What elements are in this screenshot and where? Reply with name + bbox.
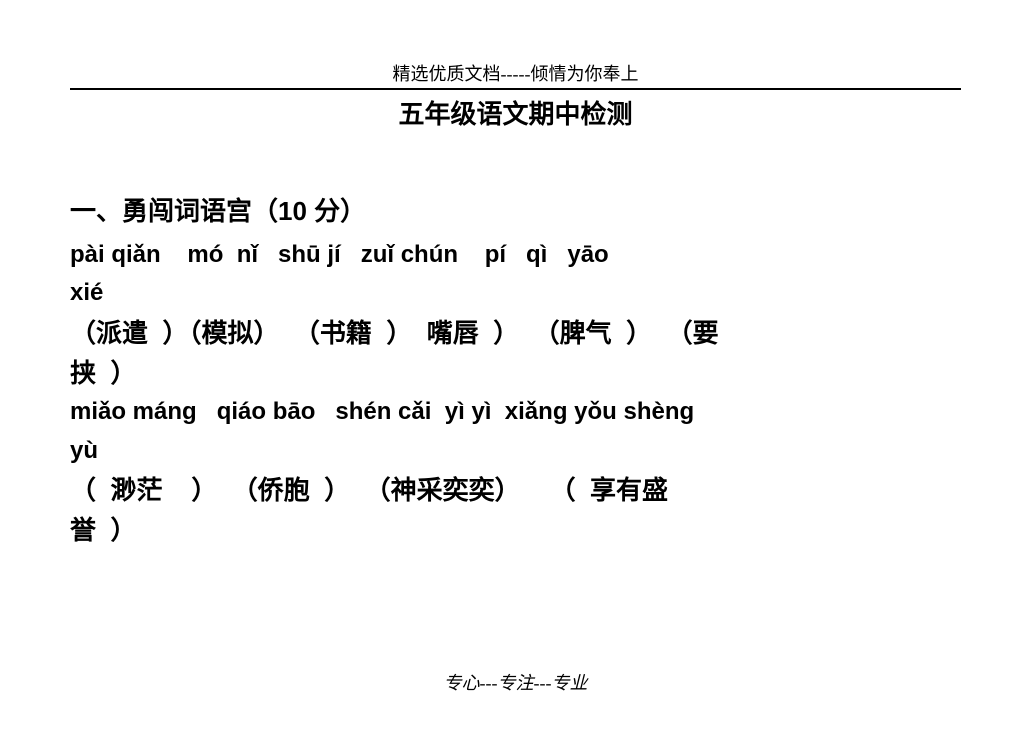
hanzi-row-2b: 誉 ）	[70, 510, 961, 550]
pinyin-row-2b: yù	[70, 432, 961, 470]
pinyin-row-2a: miǎo máng qiáo bāo shén cǎi yì yì xiǎng …	[70, 393, 961, 431]
document-title: 五年级语文期中检测	[70, 94, 961, 131]
section-heading: 一、勇闯词语宫（10 分）	[70, 191, 961, 228]
hanzi-row-1a: （派遣 ）（模拟） （书籍 ） 嘴唇 ） （脾气 ） （要	[70, 313, 961, 353]
header-tagline: 精选优质文档-----倾情为你奉上	[70, 60, 961, 86]
pinyin-row-1b: xié	[70, 274, 961, 312]
pinyin-row-1a: pài qiǎn mó nǐ shū jí zuǐ chún pí qì yāo	[70, 236, 961, 274]
header-divider	[70, 88, 961, 90]
hanzi-row-2a: （ 渺茫 ） （侨胞 ） （神采奕奕） （ 享有盛	[70, 470, 961, 510]
hanzi-row-1b: 挟 ）	[70, 353, 961, 393]
footer-text: 专心---专注---专业	[0, 669, 1031, 695]
